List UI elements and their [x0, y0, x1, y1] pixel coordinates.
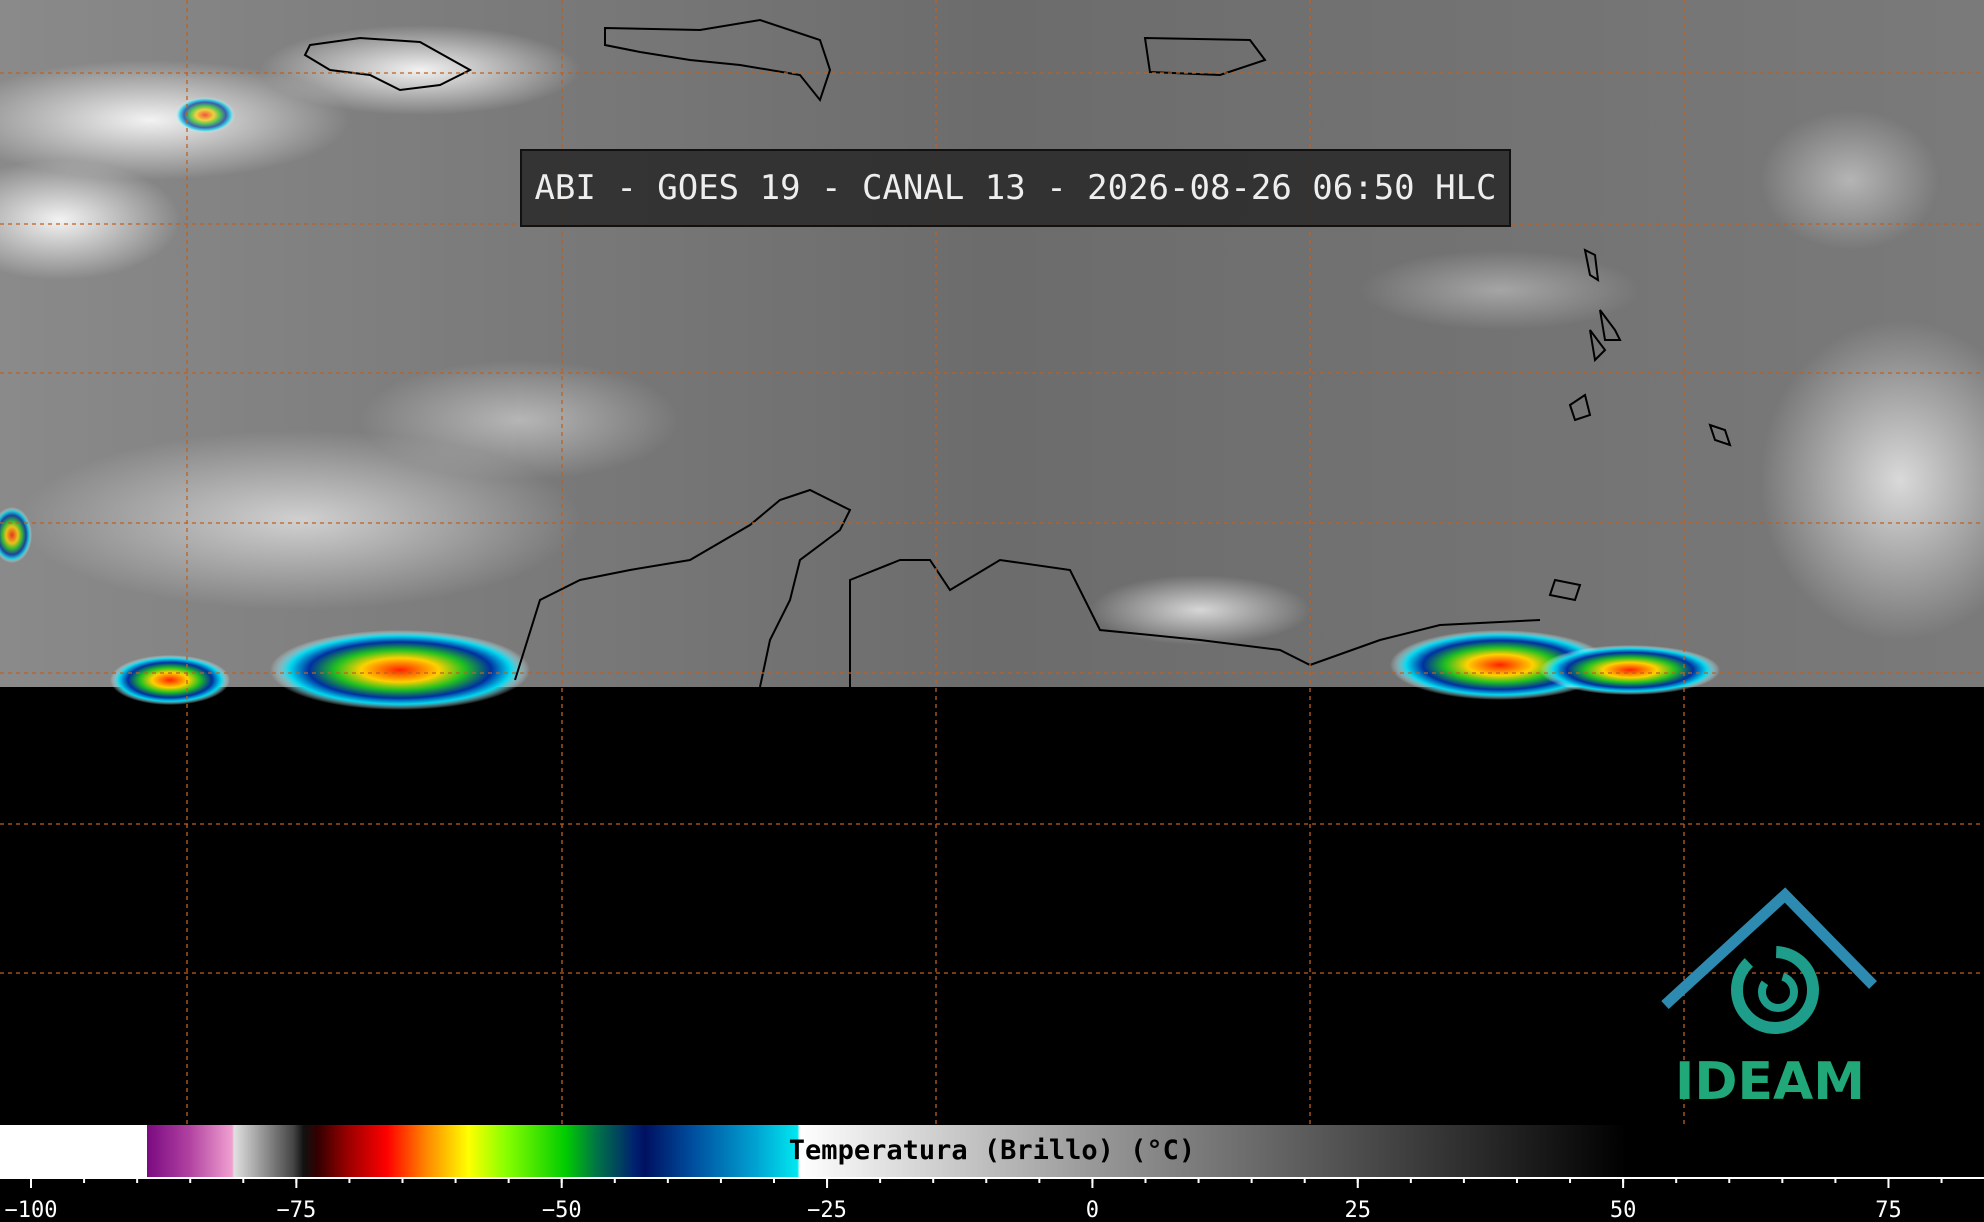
- colorbar-label: Temperatura (Brillo) (°C): [788, 1135, 1196, 1166]
- tick-label: −50: [542, 1198, 582, 1222]
- tick-label: −75: [276, 1198, 316, 1222]
- title: ABI - GOES 19 - CANAL 13 - 2026-08-26 06…: [520, 149, 1511, 227]
- tick-label: −100: [5, 1198, 58, 1222]
- logo-text: IDEAM: [1674, 1052, 1866, 1112]
- colorbar: [0, 1125, 1984, 1177]
- tick-label: 0: [1086, 1198, 1099, 1222]
- convection: [0, 97, 1720, 710]
- tick-label: 50: [1610, 1198, 1637, 1222]
- satellite-image: [0, 0, 1984, 1125]
- colorbar-axis: −100 −75 −50 −25 0 25 50 75: [0, 1177, 1984, 1222]
- coastlines: [303, 18, 1732, 688]
- clouds: [0, 25, 1984, 645]
- tick-label: 75: [1875, 1198, 1902, 1222]
- tick-label: −25: [807, 1198, 847, 1222]
- logo-mark: [1661, 887, 1877, 1034]
- tick-label: 25: [1345, 1198, 1372, 1222]
- graticule: [0, 0, 1984, 1125]
